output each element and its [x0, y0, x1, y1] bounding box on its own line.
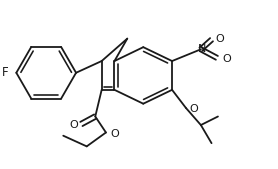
Text: O: O	[70, 120, 78, 130]
Text: O: O	[189, 104, 198, 114]
Text: F: F	[2, 66, 9, 79]
Text: O: O	[110, 129, 119, 139]
Text: N: N	[198, 44, 206, 54]
Text: O: O	[216, 34, 225, 44]
Text: O: O	[222, 54, 231, 64]
